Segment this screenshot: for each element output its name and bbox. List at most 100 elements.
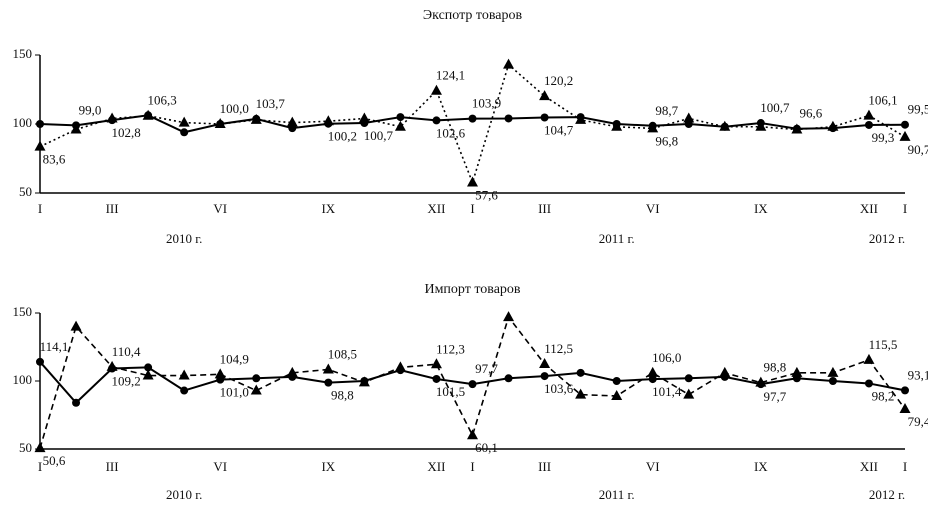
point [252,374,261,383]
value-label: 112,5 [544,341,573,356]
point [250,384,262,395]
series-line [39,63,906,185]
point [755,120,767,131]
value-label: 99,3 [872,130,895,145]
point [36,357,44,366]
point [286,366,298,377]
point [358,112,370,123]
point [286,116,298,127]
point [34,442,46,453]
point [864,120,873,129]
value-label: 115,5 [869,337,898,352]
x-group-label: 2011 г. [599,487,635,502]
y-tick-label: 150 [13,304,33,319]
point [430,84,442,95]
x-tick-label: III [106,459,119,474]
point [575,388,587,399]
x-tick-label: III [106,201,119,216]
point [791,123,803,134]
value-label: 124,1 [436,68,465,83]
point [503,311,515,322]
point [468,380,477,389]
point [396,113,405,122]
point [468,114,477,123]
point [576,368,585,377]
x-group-label: 2010 г. [166,487,202,502]
x-tick-label: I [903,459,907,474]
x-tick-label: IX [754,459,768,474]
point [828,377,837,385]
value-label: 98,7 [655,103,678,118]
point [322,363,334,374]
value-label: 101,5 [436,384,465,399]
value-label: 103,6 [544,381,574,396]
point [503,58,515,69]
point [899,130,911,141]
point [719,120,731,131]
point [683,388,695,399]
x-tick-label: I [38,201,42,216]
point [899,403,911,414]
y-tick-label: 100 [13,115,33,130]
value-label: 100,7 [364,128,394,143]
point [467,176,478,187]
point [106,360,118,371]
point [432,116,441,125]
x-tick-label: XII [860,201,878,216]
point [611,120,623,131]
point [575,113,587,124]
value-label: 93,1 [908,367,928,382]
point [647,122,659,133]
x-tick-label: IX [754,201,768,216]
value-label: 100,0 [220,101,249,116]
value-label: 109,2 [111,373,140,388]
point [142,369,154,380]
point [611,389,623,400]
x-group-label: 2011 г. [599,231,635,246]
point [214,368,226,379]
point [180,386,189,395]
value-label: 83,6 [43,152,66,167]
x-tick-label: XII [860,459,878,474]
value-label: 97,7 [763,389,786,404]
chart-title: Экспотр товаров [423,8,523,23]
value-label: 50,6 [43,453,66,468]
value-label: 102,8 [111,125,140,140]
point [432,374,441,383]
value-label: 96,8 [655,133,678,148]
point [72,398,81,407]
point [791,366,803,377]
point [358,376,370,387]
point [144,363,153,372]
value-label: 106,0 [652,350,681,365]
point [178,116,190,127]
value-label: 100,7 [760,100,790,115]
point [648,375,657,384]
value-label: 99,5 [908,102,928,117]
x-tick-label: I [470,459,474,474]
x-tick-label: I [470,201,474,216]
x-tick-label: IX [321,201,335,216]
point [540,113,549,122]
point [540,372,549,381]
y-tick-label: 150 [13,46,33,61]
point [430,358,442,369]
value-label: 108,5 [328,346,357,361]
point [539,358,551,368]
point [683,112,695,123]
value-label: 101,4 [652,384,682,399]
point [36,120,44,128]
point [827,120,839,131]
value-label: 104,9 [220,351,249,366]
x-tick-label: VI [213,459,227,474]
point [864,379,873,388]
value-label: 114,1 [40,339,69,354]
value-label: 112,3 [436,341,465,356]
x-tick-label: XII [427,201,445,216]
value-label: 102,6 [436,125,466,140]
x-tick-label: III [538,459,551,474]
x-tick-label: VI [646,201,660,216]
value-label: 60,1 [475,440,498,455]
value-label: 98,8 [763,360,786,375]
